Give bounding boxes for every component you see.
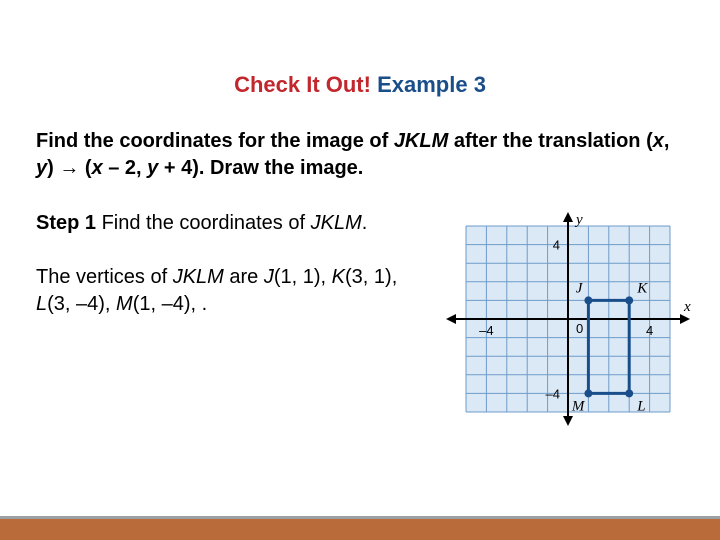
problem-part: + 4). Draw the image. xyxy=(158,157,363,179)
svg-text:L: L xyxy=(636,398,645,414)
v-part: (3, –4), xyxy=(47,293,116,315)
problem-part: – 2, xyxy=(103,157,147,179)
svg-text:x: x xyxy=(683,299,691,315)
coordinate-graph: –44–440xyJKLM xyxy=(444,210,692,428)
content-row: Step 1 Find the coordinates of JKLM. The… xyxy=(0,182,720,433)
problem-y2: y xyxy=(147,157,158,179)
svg-text:–4: –4 xyxy=(479,323,493,338)
svg-text:K: K xyxy=(636,280,648,296)
problem-part: Find the coordinates for the image of xyxy=(36,130,394,152)
problem-part: ( xyxy=(79,157,91,179)
problem-x2: x xyxy=(92,157,103,179)
step-text: Find the coordinates of xyxy=(96,212,311,234)
problem-part: ) xyxy=(47,157,59,179)
step-label: Step 1 xyxy=(36,212,96,234)
v-k: K xyxy=(332,266,345,288)
v-part: are xyxy=(224,266,264,288)
problem-jklm: JKLM xyxy=(394,130,448,152)
svg-text:4: 4 xyxy=(646,323,653,338)
title-blue: Example 3 xyxy=(377,72,486,97)
problem-y: y xyxy=(36,157,47,179)
svg-text:y: y xyxy=(574,212,583,228)
v-part: (3, 1), xyxy=(345,266,397,288)
page-title: Check It Out! Example 3 xyxy=(0,0,720,98)
v-part: The vertices of xyxy=(36,266,173,288)
left-column: Step 1 Find the coordinates of JKLM. The… xyxy=(36,210,444,318)
svg-text:4: 4 xyxy=(553,238,560,253)
arrow-icon: → xyxy=(59,157,79,179)
v-jklm: JKLM xyxy=(173,266,224,288)
step-line: Step 1 Find the coordinates of JKLM. xyxy=(36,210,428,236)
problem-x: x xyxy=(653,130,664,152)
title-red: Check It Out! xyxy=(234,72,371,97)
footer-bar xyxy=(0,516,720,540)
graph-container: –44–440xyJKLM xyxy=(444,210,692,433)
problem-part: , xyxy=(664,130,670,152)
problem-part: after the translation ( xyxy=(448,130,652,152)
v-j: J xyxy=(264,266,274,288)
step-text: . xyxy=(362,212,368,234)
v-part: (1, 1), xyxy=(274,266,332,288)
svg-text:–4: –4 xyxy=(546,386,560,401)
v-part: (1, –4), . xyxy=(133,293,207,315)
svg-text:0: 0 xyxy=(576,321,583,336)
v-m: M xyxy=(116,293,133,315)
vertices-line: The vertices of JKLM are J(1, 1), K(3, 1… xyxy=(36,264,428,318)
svg-text:M: M xyxy=(571,398,586,414)
step-jklm: JKLM xyxy=(311,212,362,234)
v-l: L xyxy=(36,293,47,315)
problem-text: Find the coordinates for the image of JK… xyxy=(0,98,720,182)
